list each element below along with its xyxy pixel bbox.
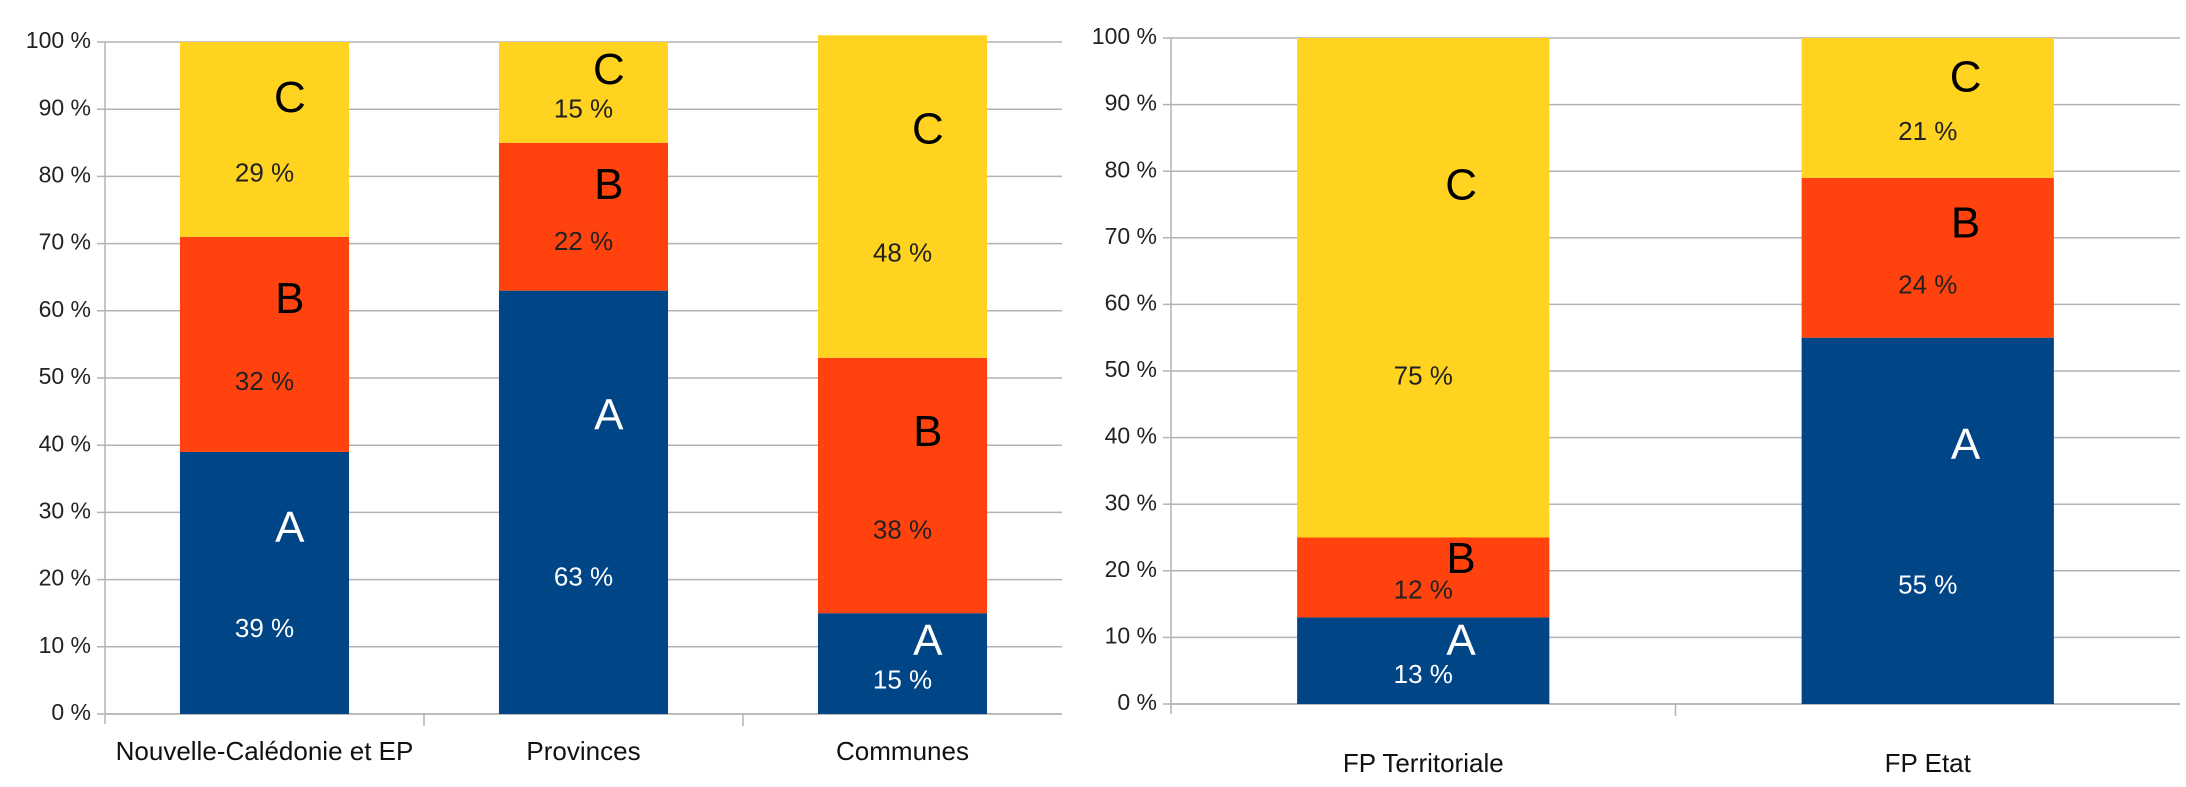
- data-label: 38 %: [873, 514, 932, 544]
- data-label: 24 %: [1898, 269, 1957, 299]
- bar-segment: [1297, 38, 1550, 538]
- segment-letter: B: [913, 407, 942, 456]
- segment-letter: B: [1951, 198, 1980, 247]
- y-tick-label: 100 %: [26, 27, 91, 53]
- data-label: 55 %: [1898, 570, 1957, 600]
- bar-segment: [179, 451, 350, 714]
- y-tick-label: 90 %: [39, 94, 91, 120]
- y-tick-label: 10 %: [39, 632, 91, 658]
- x-tick-label: Provinces: [526, 736, 640, 766]
- data-label: 75 %: [1394, 361, 1453, 391]
- x-tick-label: FP Territoriale: [1343, 748, 1504, 778]
- data-label: 32 %: [235, 366, 294, 396]
- y-tick-label: 0 %: [1117, 689, 1157, 715]
- segment-letter: B: [1446, 534, 1475, 583]
- data-label: 63 %: [554, 561, 613, 591]
- segment-letter: C: [274, 73, 306, 122]
- x-tick-label: Nouvelle-Calédonie et EP: [116, 736, 414, 766]
- y-tick-label: 60 %: [1105, 289, 1157, 315]
- y-tick-label: 10 %: [1105, 622, 1157, 648]
- y-tick-label: 60 %: [39, 296, 91, 322]
- data-label: 29 %: [235, 157, 294, 187]
- y-tick-label: 90 %: [1105, 90, 1157, 116]
- x-tick-label: Communes: [836, 736, 969, 766]
- data-label: 22 %: [554, 226, 613, 256]
- segment-letter: C: [1950, 53, 1982, 102]
- y-tick-label: 80 %: [39, 161, 91, 187]
- y-tick-label: 40 %: [1105, 423, 1157, 449]
- segment-letter: A: [594, 390, 624, 439]
- y-tick-label: 20 %: [39, 565, 91, 591]
- y-tick-label: 50 %: [39, 363, 91, 389]
- segment-letter: A: [913, 616, 943, 665]
- data-label: 21 %: [1898, 116, 1957, 146]
- data-label: 15 %: [873, 665, 932, 695]
- bar-segment: [498, 290, 669, 714]
- y-tick-label: 40 %: [39, 430, 91, 456]
- y-tick-label: 70 %: [1105, 223, 1157, 249]
- y-tick-label: 30 %: [1105, 489, 1157, 515]
- segment-letter: A: [1951, 420, 1981, 469]
- bar-segment: [498, 142, 669, 291]
- segment-letter: C: [912, 105, 944, 154]
- y-tick-label: 80 %: [1105, 156, 1157, 182]
- y-tick-label: 70 %: [39, 229, 91, 255]
- bar-segment: [1801, 38, 2054, 178]
- bar-segment: [1801, 337, 2054, 704]
- segment-letter: B: [594, 160, 623, 209]
- bar-segment: [179, 42, 350, 237]
- x-tick-label: FP Etat: [1885, 748, 1972, 778]
- data-label: 12 %: [1394, 575, 1453, 605]
- bar-segment: [1297, 617, 1550, 704]
- y-tick-label: 100 %: [1092, 23, 1157, 49]
- bar-segment: [498, 42, 669, 143]
- data-label: 15 %: [554, 93, 613, 123]
- segment-letter: C: [593, 45, 625, 94]
- y-tick-label: 0 %: [51, 699, 91, 725]
- y-tick-label: 20 %: [1105, 556, 1157, 582]
- data-label: 13 %: [1394, 659, 1453, 689]
- bar-segment: [817, 357, 988, 614]
- bar-segment: [817, 613, 988, 714]
- bar-segment: [1801, 177, 2054, 338]
- segment-letter: A: [275, 503, 305, 552]
- bar-segment: [179, 236, 350, 452]
- y-tick-label: 50 %: [1105, 356, 1157, 382]
- data-label: 48 %: [873, 237, 932, 267]
- segment-letter: A: [1446, 616, 1476, 665]
- bar-segment: [817, 35, 988, 358]
- segment-letter: B: [275, 274, 304, 323]
- data-label: 39 %: [235, 613, 294, 643]
- segment-letter: C: [1445, 160, 1477, 209]
- bar-segment: [1297, 537, 1550, 618]
- y-tick-label: 30 %: [39, 497, 91, 523]
